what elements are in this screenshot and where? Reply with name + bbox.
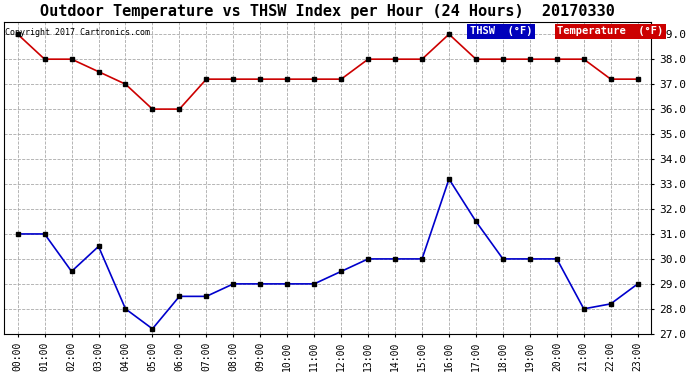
Title: Outdoor Temperature vs THSW Index per Hour (24 Hours)  20170330: Outdoor Temperature vs THSW Index per Ho…	[40, 4, 615, 19]
Text: Temperature  (°F): Temperature (°F)	[558, 26, 664, 36]
Text: THSW  (°F): THSW (°F)	[470, 26, 533, 36]
Text: Copyright 2017 Cartronics.com: Copyright 2017 Cartronics.com	[6, 28, 150, 37]
